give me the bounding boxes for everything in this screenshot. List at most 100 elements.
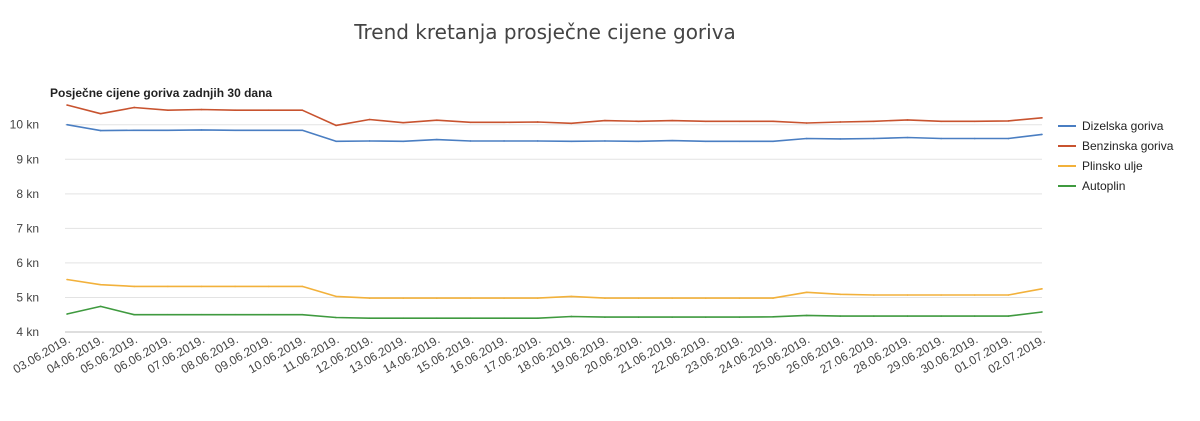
- data-point[interactable]: [301, 109, 304, 112]
- data-point[interactable]: [604, 140, 606, 142]
- data-point[interactable]: [604, 316, 606, 318]
- data-point[interactable]: [637, 140, 640, 143]
- data-point[interactable]: [536, 140, 539, 142]
- data-point[interactable]: [940, 120, 942, 123]
- data-point[interactable]: [335, 316, 337, 319]
- data-point[interactable]: [570, 315, 573, 318]
- data-point[interactable]: [503, 140, 505, 142]
- legend-item[interactable]: Plinsko ulje: [1058, 156, 1173, 176]
- data-point[interactable]: [133, 129, 136, 132]
- data-point[interactable]: [839, 138, 842, 140]
- data-point[interactable]: [1007, 137, 1010, 140]
- data-point[interactable]: [1041, 288, 1043, 290]
- data-point[interactable]: [66, 104, 68, 106]
- data-point[interactable]: [267, 109, 270, 112]
- data-point[interactable]: [167, 109, 169, 112]
- data-point[interactable]: [234, 129, 236, 132]
- data-point[interactable]: [436, 317, 438, 319]
- data-point[interactable]: [301, 313, 304, 316]
- data-point[interactable]: [335, 295, 337, 298]
- data-point[interactable]: [805, 137, 808, 140]
- data-point[interactable]: [469, 140, 472, 142]
- data-point[interactable]: [940, 294, 942, 296]
- data-point[interactable]: [873, 315, 875, 317]
- data-point[interactable]: [906, 294, 909, 296]
- data-point[interactable]: [738, 140, 741, 143]
- data-point[interactable]: [99, 283, 102, 286]
- data-point[interactable]: [368, 317, 371, 319]
- data-point[interactable]: [873, 120, 875, 123]
- data-point[interactable]: [133, 313, 136, 316]
- data-point[interactable]: [940, 137, 942, 140]
- data-point[interactable]: [973, 137, 976, 140]
- data-point[interactable]: [536, 297, 539, 299]
- data-point[interactable]: [469, 121, 472, 124]
- data-point[interactable]: [973, 294, 976, 296]
- data-point[interactable]: [906, 136, 909, 139]
- data-point[interactable]: [738, 120, 741, 123]
- data-point[interactable]: [99, 129, 102, 132]
- data-point[interactable]: [704, 140, 707, 143]
- data-point[interactable]: [873, 294, 875, 296]
- data-point[interactable]: [368, 118, 371, 121]
- data-point[interactable]: [335, 140, 337, 143]
- data-point[interactable]: [604, 297, 606, 299]
- data-point[interactable]: [704, 120, 707, 123]
- data-point[interactable]: [469, 317, 472, 319]
- data-point[interactable]: [570, 122, 573, 125]
- data-point[interactable]: [637, 297, 640, 299]
- legend-item[interactable]: Dizelska goriva: [1058, 116, 1173, 136]
- data-point[interactable]: [402, 297, 405, 299]
- data-point[interactable]: [1041, 117, 1043, 119]
- data-point[interactable]: [402, 121, 405, 124]
- data-point[interactable]: [167, 285, 169, 288]
- data-point[interactable]: [604, 119, 606, 122]
- data-point[interactable]: [671, 297, 673, 299]
- data-point[interactable]: [436, 119, 438, 122]
- data-point[interactable]: [368, 297, 371, 299]
- data-point[interactable]: [133, 106, 136, 109]
- data-point[interactable]: [200, 108, 203, 111]
- data-point[interactable]: [402, 317, 405, 319]
- data-point[interactable]: [335, 124, 337, 127]
- data-point[interactable]: [436, 138, 438, 141]
- data-point[interactable]: [940, 315, 942, 317]
- data-point[interactable]: [200, 313, 203, 316]
- data-point[interactable]: [805, 314, 808, 317]
- data-point[interactable]: [805, 291, 808, 294]
- data-point[interactable]: [267, 313, 270, 316]
- data-point[interactable]: [267, 285, 270, 288]
- data-point[interactable]: [66, 278, 68, 281]
- data-point[interactable]: [1007, 315, 1010, 317]
- data-point[interactable]: [402, 140, 405, 143]
- data-point[interactable]: [1007, 294, 1010, 296]
- data-point[interactable]: [503, 297, 505, 299]
- data-point[interactable]: [99, 305, 102, 308]
- data-point[interactable]: [839, 121, 842, 123]
- data-point[interactable]: [738, 316, 741, 318]
- data-point[interactable]: [1041, 133, 1043, 136]
- data-point[interactable]: [772, 140, 774, 143]
- data-point[interactable]: [637, 120, 640, 123]
- data-point[interactable]: [167, 313, 169, 316]
- data-point[interactable]: [671, 139, 673, 142]
- data-point[interactable]: [301, 129, 304, 132]
- data-point[interactable]: [772, 316, 774, 318]
- data-point[interactable]: [671, 316, 673, 318]
- data-point[interactable]: [536, 317, 539, 319]
- data-point[interactable]: [200, 129, 203, 131]
- data-point[interactable]: [301, 285, 304, 288]
- data-point[interactable]: [368, 140, 371, 142]
- data-point[interactable]: [805, 122, 808, 124]
- data-point[interactable]: [772, 120, 774, 123]
- data-point[interactable]: [738, 297, 741, 299]
- data-point[interactable]: [133, 285, 136, 288]
- data-point[interactable]: [839, 315, 842, 317]
- data-point[interactable]: [436, 297, 438, 299]
- series-line[interactable]: [66, 104, 1043, 127]
- data-point[interactable]: [234, 109, 236, 112]
- data-point[interactable]: [906, 119, 909, 121]
- data-point[interactable]: [234, 313, 236, 316]
- series-line[interactable]: [66, 305, 1043, 320]
- data-point[interactable]: [906, 315, 909, 317]
